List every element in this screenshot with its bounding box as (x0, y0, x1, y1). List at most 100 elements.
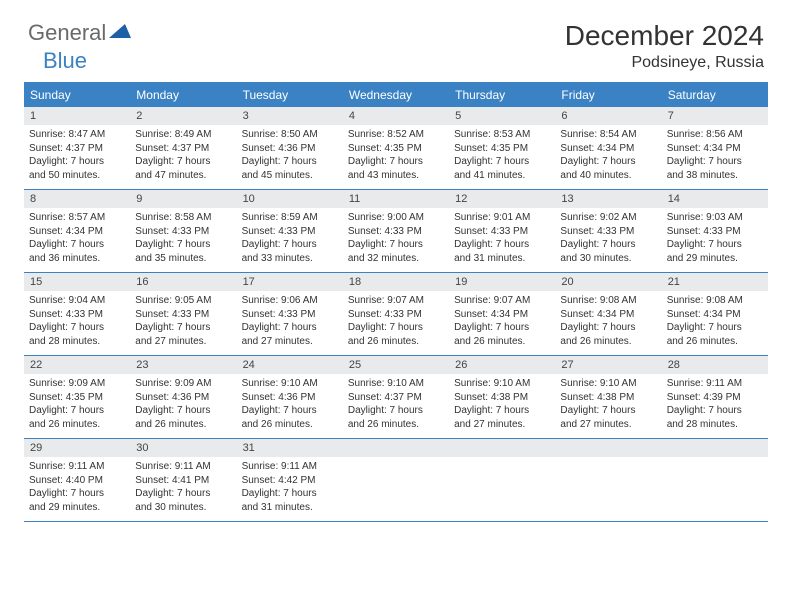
day-cell: 24Sunrise: 9:10 AMSunset: 4:36 PMDayligh… (237, 356, 343, 438)
weekday-saturday: Saturday (662, 84, 768, 107)
sunrise-text: Sunrise: 9:10 AM (454, 377, 550, 391)
location-label: Podsineye, Russia (565, 54, 764, 72)
daylight-line1: Daylight: 7 hours (29, 487, 125, 501)
sunset-text: Sunset: 4:41 PM (135, 474, 231, 488)
daylight-line1: Daylight: 7 hours (454, 238, 550, 252)
calendar: Sunday Monday Tuesday Wednesday Thursday… (24, 82, 768, 522)
logo-triangle-icon (109, 22, 131, 45)
sunset-text: Sunset: 4:33 PM (242, 225, 338, 239)
day-number: 3 (237, 107, 343, 125)
daylight-line1: Daylight: 7 hours (667, 238, 763, 252)
sunrise-text: Sunrise: 9:11 AM (667, 377, 763, 391)
day-body: Sunrise: 9:09 AMSunset: 4:36 PMDaylight:… (130, 374, 236, 437)
day-cell: 20 Sunrise: 9:08 AMSunset: 4:34 PMDayligh… (555, 273, 661, 355)
sunset-text: Sunset: 4:36 PM (242, 142, 338, 156)
sunset-text: Sunset: 4:34 PM (454, 308, 550, 322)
sunset-text: Sunset: 4:33 PM (560, 225, 656, 239)
title-block: December 2024 Podsineye, Russia (565, 20, 764, 72)
day-number: 27 (555, 356, 661, 374)
sunset-text: Sunset: 4:37 PM (135, 142, 231, 156)
sunset-text: Sunset: 4:38 PM (560, 391, 656, 405)
sunrise-text: Sunrise: 9:00 AM (348, 211, 444, 225)
day-body (449, 457, 555, 466)
sunset-text: Sunset: 4:42 PM (242, 474, 338, 488)
sunset-text: Sunset: 4:36 PM (135, 391, 231, 405)
week-row: 8Sunrise: 8:57 AMSunset: 4:34 PMDaylight… (24, 190, 768, 273)
day-body: Sunrise: 9:11 AMSunset: 4:42 PMDaylight:… (237, 457, 343, 520)
daylight-line2: and 26 minutes. (560, 335, 656, 349)
day-number: 5 (449, 107, 555, 125)
day-number (449, 439, 555, 457)
day-body (662, 457, 768, 466)
daylight-line1: Daylight: 7 hours (667, 321, 763, 335)
daylight-line1: Daylight: 7 hours (560, 321, 656, 335)
day-cell: 2Sunrise: 8:49 AMSunset: 4:37 PMDaylight… (130, 107, 236, 189)
day-number: 29 (24, 439, 130, 457)
daylight-line1: Daylight: 7 hours (242, 238, 338, 252)
day-number: 21 (662, 273, 768, 291)
sunrise-text: Sunrise: 9:01 AM (454, 211, 550, 225)
daylight-line1: Daylight: 7 hours (348, 238, 444, 252)
day-body: Sunrise: 9:05 AMSunset: 4:33 PMDaylight:… (130, 291, 236, 354)
daylight-line2: and 47 minutes. (135, 169, 231, 183)
weekday-sunday: Sunday (24, 84, 130, 107)
daylight-line2: and 36 minutes. (29, 252, 125, 266)
day-number: 14 (662, 190, 768, 208)
day-number: 2 (130, 107, 236, 125)
sunset-text: Sunset: 4:34 PM (560, 142, 656, 156)
day-number: 10 (237, 190, 343, 208)
day-cell: 23Sunrise: 9:09 AMSunset: 4:36 PMDayligh… (130, 356, 236, 438)
daylight-line1: Daylight: 7 hours (242, 404, 338, 418)
day-number: 7 (662, 107, 768, 125)
daylight-line2: and 29 minutes. (667, 252, 763, 266)
sunrise-text: Sunrise: 9:05 AM (135, 294, 231, 308)
sunset-text: Sunset: 4:38 PM (454, 391, 550, 405)
day-number: 6 (555, 107, 661, 125)
sunrise-text: Sunrise: 8:53 AM (454, 128, 550, 142)
daylight-line2: and 32 minutes. (348, 252, 444, 266)
day-body: Sunrise: 9:11 AMSunset: 4:41 PMDaylight:… (130, 457, 236, 520)
sunset-text: Sunset: 4:36 PM (242, 391, 338, 405)
daylight-line1: Daylight: 7 hours (135, 321, 231, 335)
day-body: Sunrise: 9:04 AMSunset: 4:33 PMDaylight:… (24, 291, 130, 354)
day-body: Sunrise: 9:10 AMSunset: 4:37 PMDaylight:… (343, 374, 449, 437)
day-cell: 13Sunrise: 9:02 AMSunset: 4:33 PMDayligh… (555, 190, 661, 272)
daylight-line2: and 31 minutes. (242, 501, 338, 515)
day-cell: 27 Sunrise: 9:10 AMSunset: 4:38 PMDayligh… (555, 356, 661, 438)
week-row: 1Sunrise: 8:47 AMSunset: 4:37 PMDaylight… (24, 107, 768, 190)
daylight-line2: and 27 minutes. (560, 418, 656, 432)
day-cell: 16Sunrise: 9:05 AMSunset: 4:33 PMDayligh… (130, 273, 236, 355)
week-row: 15Sunrise: 9:04 AMSunset: 4:33 PMDayligh… (24, 273, 768, 356)
sunset-text: Sunset: 4:33 PM (348, 225, 444, 239)
day-body: Sunrise: 8:58 AMSunset: 4:33 PMDaylight:… (130, 208, 236, 271)
day-number: 18 (343, 273, 449, 291)
day-number: 24 (237, 356, 343, 374)
sunrise-text: Sunrise: 9:04 AM (29, 294, 125, 308)
sunrise-text: Sunrise: 9:08 AM (560, 294, 656, 308)
day-number: 11 (343, 190, 449, 208)
day-cell (662, 439, 768, 521)
logo-text-general: General (28, 20, 106, 46)
sunrise-text: Sunrise: 9:10 AM (560, 377, 656, 391)
daylight-line1: Daylight: 7 hours (135, 487, 231, 501)
sunset-text: Sunset: 4:34 PM (560, 308, 656, 322)
sunset-text: Sunset: 4:37 PM (29, 142, 125, 156)
week-row: 22Sunrise: 9:09 AMSunset: 4:35 PMDayligh… (24, 356, 768, 439)
daylight-line1: Daylight: 7 hours (560, 404, 656, 418)
day-number: 12 (449, 190, 555, 208)
sunset-text: Sunset: 4:33 PM (348, 308, 444, 322)
sunset-text: Sunset: 4:33 PM (242, 308, 338, 322)
sunrise-text: Sunrise: 9:10 AM (348, 377, 444, 391)
day-body: Sunrise: 9:06 AMSunset: 4:33 PMDaylight:… (237, 291, 343, 354)
sunrise-text: Sunrise: 9:11 AM (135, 460, 231, 474)
daylight-line2: and 41 minutes. (454, 169, 550, 183)
day-number: 20 (555, 273, 661, 291)
daylight-line2: and 50 minutes. (29, 169, 125, 183)
sunset-text: Sunset: 4:33 PM (135, 308, 231, 322)
daylight-line2: and 28 minutes. (29, 335, 125, 349)
daylight-line2: and 27 minutes. (135, 335, 231, 349)
day-cell: 31Sunrise: 9:11 AMSunset: 4:42 PMDayligh… (237, 439, 343, 521)
day-cell: 5Sunrise: 8:53 AMSunset: 4:35 PMDaylight… (449, 107, 555, 189)
daylight-line2: and 40 minutes. (560, 169, 656, 183)
day-number (343, 439, 449, 457)
